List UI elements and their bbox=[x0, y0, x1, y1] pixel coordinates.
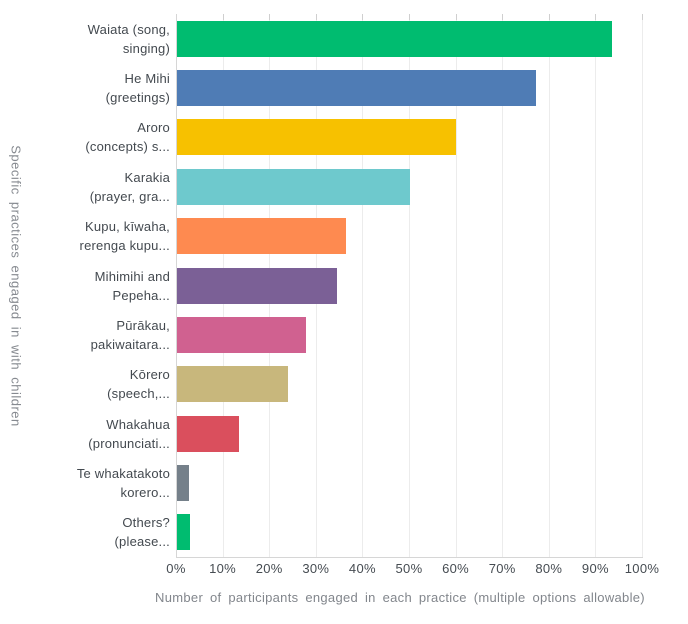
category-label: Whakahua (pronunciati... bbox=[20, 415, 170, 453]
axis-tick bbox=[409, 14, 410, 20]
bar[interactable] bbox=[177, 366, 289, 403]
axis-tick bbox=[502, 14, 504, 20]
category-label-line: Pūrākau, bbox=[116, 317, 170, 333]
category-label: Karakia (prayer, gra... bbox=[20, 168, 170, 206]
x-tick-label: 80% bbox=[535, 561, 563, 576]
axis-tick bbox=[222, 14, 224, 20]
category-label-line: Others? bbox=[122, 515, 170, 531]
x-tick-label: 100% bbox=[624, 561, 660, 576]
bar[interactable] bbox=[177, 316, 307, 353]
axis-tick bbox=[548, 14, 550, 20]
x-tick-label: 50% bbox=[395, 561, 423, 576]
x-tick-label: 70% bbox=[488, 561, 516, 576]
category-label-line: Waiata (song, bbox=[87, 21, 170, 37]
gridline bbox=[409, 14, 410, 557]
category-label-line: (concepts) s... bbox=[85, 139, 170, 155]
gridline bbox=[642, 14, 643, 557]
category-label: Kōrero (speech,... bbox=[20, 365, 170, 403]
gridline bbox=[548, 14, 550, 557]
category-label-line: He Mihi bbox=[124, 71, 170, 87]
bar[interactable] bbox=[177, 514, 190, 551]
bar[interactable] bbox=[177, 119, 456, 156]
category-label: Te whakatakoto korero... bbox=[20, 464, 170, 502]
category-label-line: (greetings) bbox=[105, 90, 170, 106]
category-label-line: singing) bbox=[122, 40, 170, 56]
axis-tick bbox=[455, 14, 457, 20]
category-label-line: korero... bbox=[120, 484, 170, 500]
gridline bbox=[595, 14, 597, 557]
x-tick-label: 20% bbox=[255, 561, 283, 576]
x-tick-label: 40% bbox=[348, 561, 376, 576]
category-label-line: Kōrero bbox=[129, 367, 170, 383]
category-label-line: Kupu, kīwaha, bbox=[85, 219, 170, 235]
bar[interactable] bbox=[177, 218, 347, 255]
category-label: Aroro (concepts) s... bbox=[20, 118, 170, 156]
category-label-line: Aroro bbox=[137, 120, 170, 136]
bar[interactable] bbox=[177, 70, 536, 107]
x-tick-label: 60% bbox=[442, 561, 470, 576]
bar[interactable] bbox=[177, 267, 338, 304]
category-label-line: Pepeha... bbox=[112, 287, 170, 303]
category-label-line: pakiwaitara... bbox=[90, 336, 170, 352]
category-label-line: Te whakatakoto bbox=[76, 465, 170, 481]
category-label-line: (pronunciati... bbox=[88, 435, 170, 451]
bar[interactable] bbox=[177, 415, 239, 452]
category-label: Waiata (song, singing) bbox=[20, 20, 170, 58]
x-tick-label: 10% bbox=[209, 561, 237, 576]
gridline bbox=[455, 14, 457, 557]
category-label-line: rerenga kupu... bbox=[79, 238, 170, 254]
x-tick-label: 90% bbox=[581, 561, 609, 576]
category-label: Mihimihi and Pepeha... bbox=[20, 267, 170, 305]
axis-tick bbox=[595, 14, 597, 20]
category-label-line: Whakahua bbox=[106, 416, 170, 432]
axis-tick bbox=[269, 14, 271, 20]
category-label-line: (prayer, gra... bbox=[89, 188, 170, 204]
axis-tick bbox=[362, 14, 364, 20]
bar[interactable] bbox=[177, 464, 190, 501]
y-axis-line bbox=[176, 14, 177, 557]
category-label: Kupu, kīwaha, rerenga kupu... bbox=[20, 217, 170, 255]
gridline bbox=[362, 14, 364, 557]
category-label: He Mihi (greetings) bbox=[20, 69, 170, 107]
category-label-line: Karakia bbox=[124, 169, 170, 185]
x-axis-title: Number of participants engaged in each p… bbox=[155, 590, 645, 605]
axis-tick bbox=[315, 14, 317, 20]
category-label: Pūrākau, pakiwaitara... bbox=[20, 316, 170, 354]
axis-tick bbox=[642, 14, 643, 20]
gridline bbox=[502, 14, 504, 557]
category-label-line: (speech,... bbox=[107, 386, 170, 402]
category-label-line: (please... bbox=[114, 534, 170, 550]
bar[interactable] bbox=[177, 20, 613, 57]
x-axis-line bbox=[176, 557, 643, 558]
category-label-line: Mihimihi and bbox=[94, 268, 170, 284]
x-tick-label: 30% bbox=[302, 561, 330, 576]
bar[interactable] bbox=[177, 168, 410, 205]
x-tick-label: 0% bbox=[166, 561, 186, 576]
category-label: Others? (please... bbox=[20, 513, 170, 551]
